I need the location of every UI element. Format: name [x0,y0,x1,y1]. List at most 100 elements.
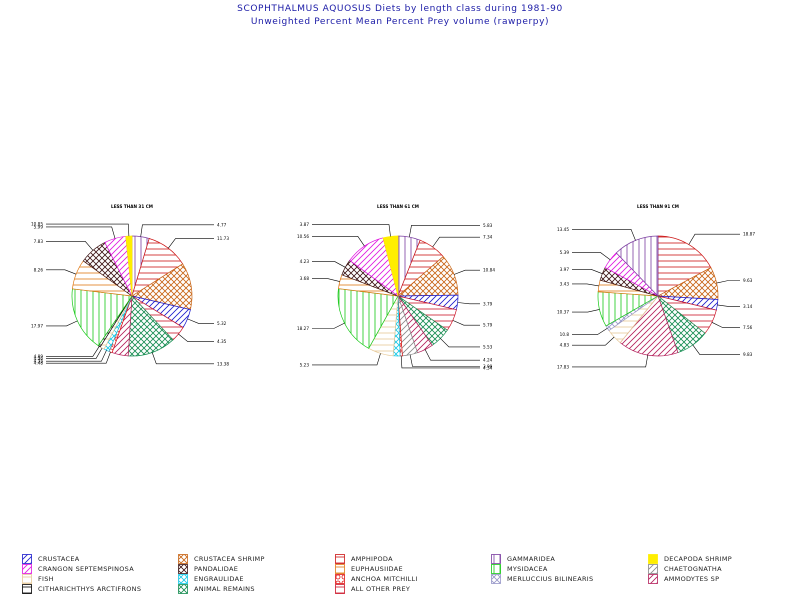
leader-line [440,338,480,348]
legend-item: FISH [22,574,54,584]
legend-label: CRUSTACEA [38,555,80,563]
slice-label: 9.63 [743,278,753,283]
legend-item: DECAPODA SHRIMP [648,554,732,564]
leader-line [572,336,615,346]
pie-title: LESS THAN 31 CM [111,204,153,209]
leader-line [151,352,214,365]
legend-label: CITHARICHTHYS ARCTIFRONS [38,585,142,593]
legend-item: ANCHOA MITCHILLI [335,574,418,584]
pie-title: LESS THAN 91 CM [637,204,679,209]
slice-label: 4.36 [34,356,44,361]
leader-line [432,236,480,248]
legend-item: PANDALIDAE [178,564,238,574]
leader-line [572,328,608,336]
legend-label: ANIMAL REMAINS [194,585,255,593]
leader-line [572,229,636,241]
legend-item: CHAETOGNATHA [648,564,722,574]
slice-label: 11.73 [217,236,229,241]
slice-label: 5.32 [217,321,227,326]
slice-label: 5.53 [483,344,493,349]
slice-label: 4.35 [217,339,227,344]
leader-line [46,223,130,237]
legend-item: CRANGON SEPTEMSPINOSA [22,564,134,574]
legend-swatch [491,574,501,584]
slice-label: 3.97 [560,267,570,272]
leader-line [312,224,391,237]
leader-line [572,355,649,368]
legend-item: ENGRAULIDAE [178,574,244,584]
legend-swatch [22,574,32,584]
pie-slice [657,235,712,297]
pie-charts: LESS THAN 31 CM 4.77 11.73 5.32 4.35 13.38 4.4… [31,204,755,370]
slice-label: 4.89 [34,354,44,359]
legend-label: MERLUCCIUS BILINEARIS [507,575,594,583]
legend-item: EUPHAUSIIDAE [335,564,403,574]
legend-label: EUPHAUSIIDAE [351,565,403,573]
chart-subtitle: Unweighted Percent Mean Percent Prey vol… [250,17,550,27]
pie-chart-3: LESS THAN 91 CM 18.87 9.63 3.14 7.56 9.83 17.8… [557,204,755,369]
legend-swatch [335,574,345,584]
legend-swatch [491,554,501,564]
leader-line [178,333,214,342]
leader-line [46,346,100,357]
slice-label: 17.97 [31,323,43,328]
legend-label: FISH [38,575,54,583]
legend-label: CRUSTACEA SHRIMP [194,555,265,563]
legend-item: MERLUCCIUS BILINEARIS [491,574,593,584]
legend-swatch [178,554,188,564]
slice-label: 10.84 [483,268,495,273]
leader-line [46,320,78,327]
legend-label: DECAPODA SHRIMP [664,555,733,563]
legend-label: AMMODYTES SP [664,575,720,583]
leader-line [400,355,480,369]
leader-line [312,236,365,247]
legend-swatch [491,564,501,574]
slice-label: 3.68 [300,276,310,281]
leader-line [717,304,740,307]
slice-label: 10.56 [297,234,309,239]
legend-swatch [178,574,188,584]
slice-label: 4.77 [217,222,227,227]
pie-slice [71,288,133,347]
slice-label: 7.56 [743,325,753,330]
legend-swatch [22,584,32,594]
leader-line [312,322,345,329]
legend-item: ALL OTHER PREY [335,584,410,594]
leader-line [572,252,611,261]
slice-label: 17.83 [557,364,569,369]
legend-label: ENGRAULIDAE [194,575,244,583]
slice-label: 5.83 [483,223,493,228]
pie-chart-2: LESS THAN 61 CM 5.83 7.34 10.84 3.79 5.79 5.53… [297,204,495,370]
legend-swatch [22,564,32,574]
slice-label: 4.83 [560,343,570,348]
chart-title: SCOPHTHALMUS AQUOSUS Diets by length cla… [237,4,563,14]
legend-item: CRUSTACEA SHRIMP [178,554,265,564]
slice-label: 4.24 [483,358,493,363]
leader-line [716,280,740,284]
leader-line [168,238,214,249]
legend-label: PANDALIDAE [194,565,239,573]
slice-label: 4.35 [34,359,44,364]
legend-item: ANIMAL REMAINS [178,584,255,594]
slice-label: 3.14 [743,304,753,309]
legend-label: CHAETOGNATHA [664,565,722,573]
slice-label: 4.34 [483,365,493,370]
slice-label: 10.37 [557,310,569,315]
legend-label: ANCHOA MITCHILLI [351,575,418,583]
slice-label: 5.39 [560,250,570,255]
leader-line [409,225,480,238]
legend-swatch [335,564,345,574]
legend-swatch [648,574,658,584]
leader-line [187,318,214,324]
legend-item: GAMMARIDEA [491,554,555,564]
slice-label: 3.79 [483,301,493,306]
slice-label: 5.99 [34,224,44,229]
slice-label: 4.23 [300,259,310,264]
legend-item: CITHARICHTHYS ARCTIFRONS [22,584,141,594]
leader-line [572,283,599,287]
legend-item: AMMODYTES SP [648,574,719,584]
legend-swatch [335,554,345,564]
legend-swatch [648,564,658,574]
legend: CRUSTACEA CRUSTACEA SHRIMP AMPHIPODA GAMMAR… [22,554,800,598]
legend-label: ALL OTHER PREY [351,585,411,593]
